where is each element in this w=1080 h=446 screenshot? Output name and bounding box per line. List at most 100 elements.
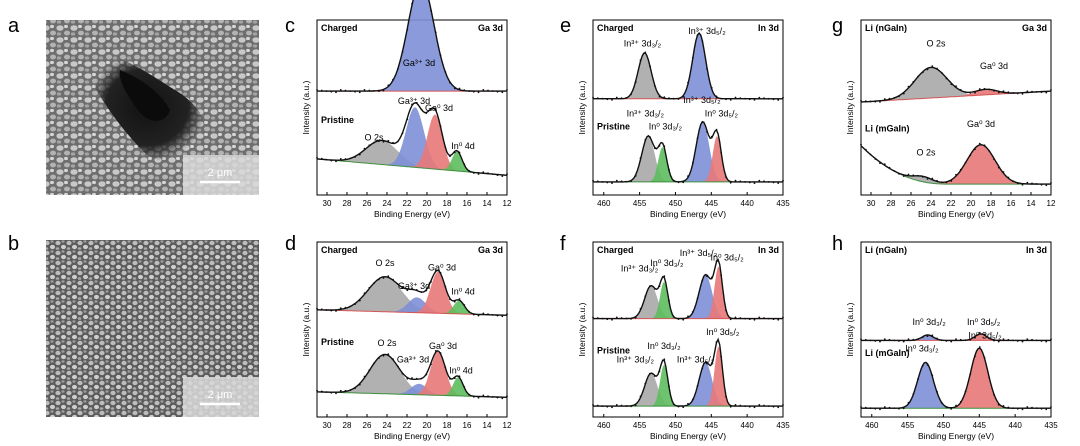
data-point (974, 148, 976, 151)
data-point (917, 338, 919, 340)
x-tick-label-f-4: 440 (740, 421, 754, 430)
data-point (1050, 406, 1052, 408)
data-point (758, 96, 761, 99)
y-axis-label-d: Intensity (a.u.) (301, 302, 311, 356)
peak-f-1-1 (593, 364, 783, 407)
x-tick-label-h-1: 455 (901, 421, 915, 430)
data-point (506, 89, 508, 91)
x-tick-label-d-1: 28 (343, 421, 352, 430)
data-point (758, 404, 761, 406)
data-point (330, 159, 333, 162)
data-point (487, 172, 489, 175)
plot-frame-d (316, 241, 508, 418)
data-point (634, 175, 637, 177)
data-point (682, 318, 685, 321)
data-point (320, 157, 323, 160)
data-point (649, 65, 651, 68)
data-point (634, 81, 637, 83)
peak-label-e-1-1: In⁰ 3d₃/₂ (649, 121, 683, 131)
data-point (1035, 339, 1038, 342)
data-point (864, 100, 867, 103)
data-point (997, 91, 1000, 94)
data-point (729, 181, 732, 184)
peak-label-d-1-1: Ga³⁺ 3d (397, 354, 429, 364)
data-point (898, 407, 900, 410)
peak-f-0-0 (593, 285, 783, 319)
data-point (898, 340, 900, 342)
data-point (993, 89, 995, 92)
data-point (1050, 89, 1052, 91)
data-point (458, 151, 461, 154)
spectrum-e-0: Charged In³⁺ 3d₃/₂ In³⁺ 3d₅/₂ (592, 23, 784, 101)
data-point (1031, 406, 1033, 409)
data-point (1016, 407, 1019, 410)
data-point (955, 85, 957, 88)
data-point (893, 407, 896, 410)
data-point (472, 395, 475, 398)
data-point (639, 307, 642, 310)
data-point (672, 97, 675, 100)
data-point (993, 339, 995, 342)
data-point (974, 355, 976, 358)
peak-label-e-1-3: In⁰ 3d₅/₂ (705, 108, 739, 118)
data-point (349, 90, 352, 92)
data-point (611, 182, 613, 185)
plot-frame-f (592, 241, 784, 418)
data-point (921, 71, 924, 74)
data-point (401, 287, 404, 289)
data-point (453, 151, 456, 154)
data-point (959, 168, 962, 171)
data-point (969, 154, 972, 157)
x-tick-label-c-2: 26 (363, 199, 372, 208)
data-point (335, 310, 337, 312)
x-tick-label-h-0: 460 (865, 421, 879, 430)
data-point (940, 181, 943, 184)
x-tick-label-h-2: 450 (937, 421, 951, 430)
spectrum-name-d-0: Charged (321, 245, 358, 255)
element-label-h: In 3d (1026, 245, 1047, 255)
x-tick-label-g-3: 24 (927, 199, 936, 208)
data-point (620, 317, 623, 319)
data-point (936, 179, 938, 182)
data-point (860, 406, 862, 408)
spectrum-e-1: Pristine In³⁺ 3d₃/₂ In⁰ 3d₃/₂ In³⁺ 3d₅/₂ In⁰… (592, 95, 784, 185)
data-trace-g-1 (860, 143, 1051, 185)
data-point (363, 375, 366, 378)
data-point (860, 143, 862, 146)
data-point (653, 288, 656, 290)
data-point (983, 87, 986, 90)
data-point (701, 279, 704, 282)
data-point (782, 179, 784, 182)
x-tick-label-d-4: 22 (403, 421, 412, 430)
data-point (710, 276, 713, 279)
data-point (449, 81, 451, 84)
data-point (715, 260, 718, 263)
data-point (668, 97, 670, 99)
data-point (874, 407, 877, 410)
data-point (1050, 182, 1052, 184)
peak-label-h-1-0: In⁰ 3d₃/₂ (905, 343, 939, 353)
data-point (468, 310, 470, 313)
data-point (420, 291, 423, 293)
data-point (463, 89, 466, 91)
data-point (430, 10, 432, 12)
data-point (496, 90, 499, 93)
data-point (392, 78, 394, 81)
data-point (463, 163, 466, 166)
data-point (596, 180, 599, 183)
data-point (1021, 340, 1024, 343)
data-point (430, 281, 432, 283)
spectrum-name-g-1: Li (mGaIn) (865, 124, 910, 134)
data-point (620, 180, 623, 183)
data-point (658, 370, 661, 373)
data-point (1002, 90, 1005, 92)
y-axis-label-g: Intensity (a.u.) (845, 80, 855, 134)
data-point (658, 95, 661, 98)
data-point (993, 158, 995, 161)
data-trace-f-0 (593, 258, 783, 320)
data-point (883, 98, 886, 100)
data-point (677, 181, 680, 184)
x-tick-label-d-9: 12 (503, 421, 512, 430)
